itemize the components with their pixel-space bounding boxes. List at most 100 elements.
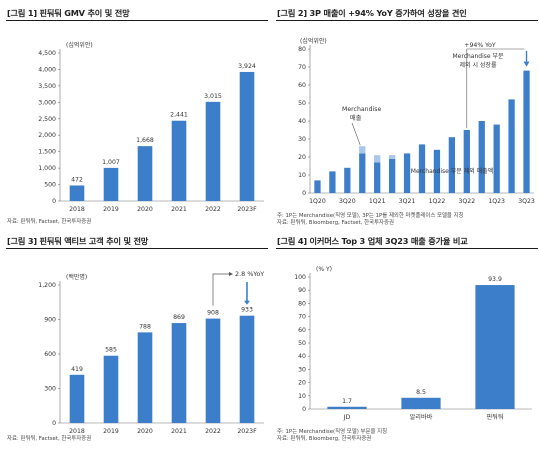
bar xyxy=(403,153,411,193)
bar xyxy=(401,397,441,409)
data-label: 93.9 xyxy=(488,276,502,283)
y-tick-label: 300 xyxy=(44,386,56,393)
bar xyxy=(69,374,85,423)
bar xyxy=(239,71,255,201)
annotation-arrowhead xyxy=(229,272,233,276)
data-label: 8.5 xyxy=(416,389,426,396)
x-tick-label: 2022 xyxy=(205,428,221,435)
x-tick-label: 1Q21 xyxy=(369,198,386,205)
bar xyxy=(327,406,367,409)
chart-panel-active-users: [그림 3] 핀둬둬 액티브 고객 추이 및 전망 0 300 600 900 1,20… xyxy=(6,234,268,443)
y-tick-label: 500 xyxy=(44,182,56,189)
y-tick-label: 10 xyxy=(298,393,306,400)
data-label: 933 xyxy=(241,307,253,314)
y-tick-label: 80 xyxy=(298,46,306,53)
bar xyxy=(359,153,366,193)
y-tick-label: 70 xyxy=(298,64,306,71)
x-tick-label: 2020 xyxy=(137,206,153,213)
x-tick-label: 2021 xyxy=(171,428,187,435)
chart-panel-revenue-growth: [그림 4] 이커머스 Top 3 업체 3Q23 매출 증가율 비교 0 10 2… xyxy=(276,234,538,443)
chart-svg: 0 10 20 30 40 50 60 70 80 90 100 (% Y) 1.7 JD 8.5 알리바바 9… xyxy=(294,266,532,421)
y-tick-label: 10 xyxy=(298,172,306,179)
data-label: 585 xyxy=(105,347,117,354)
source-note: 자료: 핀둬둬, Factset, 한국투자증권 xyxy=(7,219,92,225)
chart-panel-3p-revenue: [그림 2] 3P 매출이 +94% YoY 증가하여 성장을 견인 0 10 20… xyxy=(276,6,538,227)
source-note: 자료: 핀둬둬, Bloomberg, Factset, 한국투자증권 xyxy=(277,220,394,226)
annotation-merch-excluded: Merchandise 부문 제외 매출액 xyxy=(411,167,493,175)
x-tick-label: 핀둬둬 xyxy=(486,413,503,421)
chart-svg: 0 300 600 900 1,200 (백만명) 419 2018 585 2019 788 202… xyxy=(38,270,264,435)
growth-arrowhead xyxy=(523,61,530,67)
growth-sub1: Merchandise 부문 xyxy=(452,53,504,60)
y-tick-label: 3,000 xyxy=(38,99,56,106)
bar xyxy=(493,124,500,193)
data-label: 1,007 xyxy=(102,159,120,166)
bar xyxy=(103,355,119,423)
y-tick-label: 1,200 xyxy=(38,282,56,289)
x-tick-label: 2022 xyxy=(205,206,221,213)
data-label: 869 xyxy=(173,314,185,321)
y-tick-label: 0 xyxy=(52,198,56,205)
source-note: 자료: 핀둬둬, Factset, 한국투자증권 xyxy=(7,436,92,442)
annotation-merch-line xyxy=(351,122,361,146)
x-tick-label: 2020 xyxy=(137,428,153,435)
y-tick-label: 4,000 xyxy=(38,66,56,73)
unit-label: (% Y) xyxy=(316,266,332,273)
bar xyxy=(137,332,153,423)
bar xyxy=(239,315,255,423)
y-tick-label: 30 xyxy=(298,136,306,143)
y-tick-label: 40 xyxy=(298,118,306,125)
chart-svg: 0 500 1,000 1,500 2,000 2,500 3,000 3,500 4,000 4… xyxy=(38,41,264,213)
y-tick-label: 600 xyxy=(44,351,56,358)
y-tick-label: 0 xyxy=(52,420,56,427)
bar xyxy=(314,180,321,193)
bar-merchandise xyxy=(374,155,381,163)
unit-label: (십억위안) xyxy=(66,41,93,49)
y-tick-label: 20 xyxy=(298,154,306,161)
x-tick-label: 2018 xyxy=(69,206,85,213)
data-label: 472 xyxy=(71,176,83,183)
source-note: 자료: 핀둬둬, Bloomberg, 한국투자증권 xyxy=(277,436,372,442)
data-label: 2,441 xyxy=(170,112,188,119)
chart-svg: 0 10 20 30 40 50 60 70 80(십억위안) 1Q20 3Q20 1Q21 3Q21 1… xyxy=(298,37,535,205)
y-tick-label: 0 xyxy=(302,190,306,197)
bar-merchandise xyxy=(359,146,366,154)
y-tick-label: 3,500 xyxy=(38,83,56,90)
bar xyxy=(374,162,381,193)
unit-label: (십억위안) xyxy=(300,37,327,45)
footnote: 주: 1P는 Merchandise(직영 모델), 3P는 1P를 제외한 마… xyxy=(277,213,464,219)
annotation-line xyxy=(212,273,229,306)
growth-label: +94% YoY xyxy=(464,42,496,49)
bar-merchandise xyxy=(388,155,396,159)
unit-label: (백만명) xyxy=(66,273,87,281)
data-label: 1,668 xyxy=(136,137,154,144)
bar xyxy=(205,101,221,201)
data-label: 3,924 xyxy=(238,63,256,70)
y-tick-label: 60 xyxy=(298,82,306,89)
annotation-merch-sub: 매출 xyxy=(350,114,362,122)
growth-sub2: 제외 시 성장률 xyxy=(460,61,497,69)
x-tick-label: 1Q23 xyxy=(488,198,505,205)
data-label: 3,015 xyxy=(204,93,222,100)
y-tick-label: 50 xyxy=(298,340,306,347)
y-tick-label: 60 xyxy=(298,327,306,334)
growth-bracket xyxy=(466,48,525,128)
chart-title: [그림 1] 핀둬둬 GMV 추이 및 전망 xyxy=(6,6,268,21)
y-tick-label: 1,500 xyxy=(38,149,56,156)
bar xyxy=(103,167,119,201)
bar xyxy=(344,167,351,193)
x-tick-label: 3Q23 xyxy=(518,198,535,205)
annotation-merch: Merchandise xyxy=(342,106,381,113)
y-tick-label: 4,500 xyxy=(38,50,56,57)
x-tick-label: 2023F xyxy=(237,428,257,435)
chart-title: [그림 2] 3P 매출이 +94% YoY 증가하여 성장을 견인 xyxy=(276,6,538,21)
y-tick-label: 0 xyxy=(302,406,306,413)
bar xyxy=(418,144,426,193)
bar xyxy=(463,130,470,193)
growth-label: 2.8 %YoY xyxy=(235,270,264,278)
y-tick-label: 40 xyxy=(298,353,306,360)
down-arrowhead xyxy=(244,300,250,305)
chart-panel-gmv: [그림 1] 핀둬둬 GMV 추이 및 전망 0 500 1,000 1,500 2,0… xyxy=(6,6,268,226)
x-tick-label: 2019 xyxy=(103,206,119,213)
x-tick-label: 3Q21 xyxy=(399,198,416,205)
